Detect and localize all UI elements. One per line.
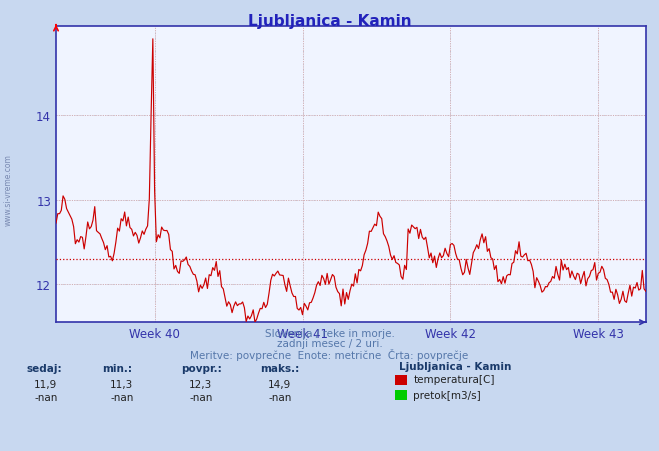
Text: maks.:: maks.: [260,363,300,373]
Text: Slovenija / reke in morje.: Slovenija / reke in morje. [264,328,395,338]
Text: -nan: -nan [34,392,57,402]
Text: -nan: -nan [268,392,291,402]
Text: -nan: -nan [110,392,133,402]
Text: 14,9: 14,9 [268,379,291,389]
Text: 12,3: 12,3 [189,379,212,389]
Text: temperatura[C]: temperatura[C] [413,374,495,384]
Text: Meritve: povprečne  Enote: metrične  Črta: povprečje: Meritve: povprečne Enote: metrične Črta:… [190,348,469,360]
Text: min.:: min.: [102,363,132,373]
Text: sedaj:: sedaj: [26,363,62,373]
Text: pretok[m3/s]: pretok[m3/s] [413,390,481,400]
Text: 11,3: 11,3 [110,379,133,389]
Text: povpr.:: povpr.: [181,363,222,373]
Text: 11,9: 11,9 [34,379,57,389]
Text: zadnji mesec / 2 uri.: zadnji mesec / 2 uri. [277,338,382,348]
Text: Ljubljanica - Kamin: Ljubljanica - Kamin [248,14,411,29]
Text: Ljubljanica - Kamin: Ljubljanica - Kamin [399,361,511,371]
Text: -nan: -nan [189,392,212,402]
Text: www.si-vreme.com: www.si-vreme.com [4,153,13,226]
